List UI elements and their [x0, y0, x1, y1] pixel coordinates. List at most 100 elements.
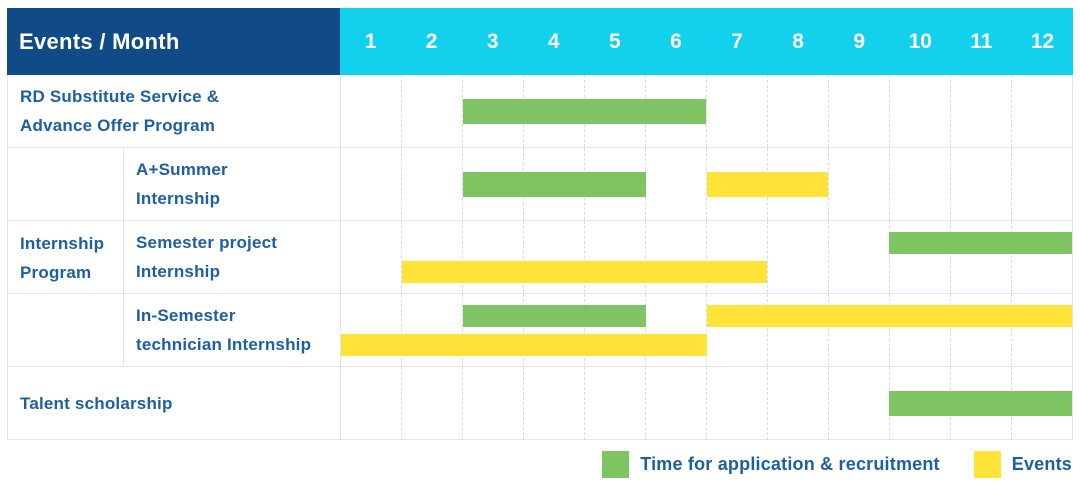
application-bar: [462, 172, 646, 197]
month-grid-cell: [524, 367, 585, 440]
month-grid-cell: [402, 75, 463, 147]
table-body: RD Substitute Service & Advance Offer Pro…: [7, 75, 1073, 440]
month-grid-cell: [646, 294, 707, 366]
month-grid-cell: [951, 75, 1012, 147]
month-grid-cell: [890, 294, 951, 366]
month-header-cell: 2: [425, 29, 438, 53]
row-months-semester-project-internship: [341, 221, 1072, 293]
table-header-row: Events / Month 1 2 3 4 5 6 7 8 9 10 11 12: [7, 8, 1073, 75]
month-header-cell: 3: [486, 29, 499, 53]
row-label-line: Semester project: [136, 233, 278, 252]
events-month-table: Events / Month 1 2 3 4 5 6 7 8 9 10 11 12 RD Substi…: [7, 8, 1073, 440]
row-semester-project-internship: Semester project Internship: [8, 221, 1072, 294]
row-months-in-semester-technician-internship: [341, 294, 1072, 366]
events-month-header-cell: Events / Month: [7, 8, 340, 75]
row-label-rd-substitute-service: RD Substitute Service & Advance Offer Pro…: [8, 75, 341, 147]
month-grid-cell: [951, 148, 1012, 220]
legend-item-application: Time for application & recruitment: [602, 451, 940, 478]
month-grid-cell: [524, 294, 585, 366]
row-in-semester-technician-internship: In-Semester technician Internship: [8, 294, 1072, 367]
month-header-cell: 11: [970, 29, 993, 53]
month-grid-cell: [829, 148, 890, 220]
month-grid-cell: [524, 221, 585, 293]
month-grid-cell: [646, 148, 707, 220]
month-header-row: 1 2 3 4 5 6 7 8 9 10 11 12: [340, 8, 1073, 75]
month-grid-cell: [768, 148, 829, 220]
month-header-cell: 12: [1030, 29, 1055, 53]
row-label-semester-project-internship: Semester project Internship: [124, 221, 341, 293]
month-grid-cell: [463, 221, 524, 293]
month-grid-cell: [951, 294, 1012, 366]
row-months-a-plus-summer-internship: [341, 148, 1072, 220]
month-grid-cell: [341, 221, 402, 293]
month-grid-cell: [341, 367, 402, 440]
month-grid-cell: [829, 75, 890, 147]
month-grid-cell: [768, 367, 829, 440]
legend-label: Time for application & recruitment: [640, 454, 940, 474]
month-grid-cell: [463, 367, 524, 440]
legend-swatch-green: [602, 451, 630, 478]
month-grid-cell: [646, 367, 707, 440]
event-bar: [706, 172, 829, 197]
month-grid-cell: [341, 148, 402, 220]
event-bar: [706, 305, 1072, 327]
month-grid-cell: [585, 367, 646, 440]
row-months-rd-substitute-service: [341, 75, 1072, 147]
month-grid-cell: [646, 221, 707, 293]
month-grid-cell: [829, 294, 890, 366]
month-header-cell: 1: [364, 29, 377, 53]
group-label-line: Internship: [20, 233, 105, 253]
month-grid-cell: [890, 148, 951, 220]
row-label-in-semester-technician-internship: In-Semester technician Internship: [124, 294, 341, 366]
month-grid-cell: [890, 221, 951, 293]
row-label-line: Internship: [136, 189, 221, 208]
month-grid-cell: [646, 75, 707, 147]
event-bar: [401, 261, 768, 283]
month-grid-cell: [463, 294, 524, 366]
month-header-cell: 6: [670, 29, 682, 53]
month-grid-cell: [829, 367, 890, 440]
row-label-line: Talent scholarship: [20, 394, 173, 413]
group-label-internship-program: Internship Program: [8, 148, 124, 367]
application-bar: [462, 99, 707, 124]
month-grid-cell: [341, 294, 402, 366]
row-label-line: technician Internship: [136, 335, 312, 354]
month-grid-cell: [951, 221, 1012, 293]
month-grid: [341, 221, 1072, 293]
month-grid-cell: [707, 75, 768, 147]
legend: Time for application & recruitment Events: [568, 451, 1072, 478]
row-label-talent-scholarship: Talent scholarship: [8, 367, 341, 440]
month-grid-cell: [707, 367, 768, 440]
month-grid-cell: [1012, 75, 1072, 147]
row-talent-scholarship: Talent scholarship: [8, 367, 1072, 440]
month-grid-cell: [402, 294, 463, 366]
month-header-cell: 8: [792, 29, 804, 53]
row-label-line: In-Semester: [136, 306, 236, 325]
row-label-line: A+Summer: [136, 160, 228, 179]
month-grid-cell: [768, 221, 829, 293]
month-grid-cell: [1012, 148, 1072, 220]
month-header-cell: 5: [609, 29, 621, 53]
month-grid-cell: [341, 75, 402, 147]
application-bar: [889, 391, 1072, 416]
legend-label: Events: [1011, 454, 1072, 474]
row-months-talent-scholarship: [341, 367, 1072, 440]
month-grid-cell: [402, 367, 463, 440]
legend-item-event: Events: [973, 451, 1072, 478]
row-label-line: Internship: [136, 262, 221, 281]
row-label-line: RD Substitute Service &: [20, 87, 220, 106]
row-label-line: Advance Offer Program: [20, 116, 216, 135]
month-grid-cell: [707, 294, 768, 366]
row-label-a-plus-summer-internship: A+Summer Internship: [124, 148, 341, 220]
month-header-cell: 4: [547, 29, 560, 53]
application-bar: [462, 305, 646, 327]
month-grid: [341, 75, 1072, 147]
month-grid-cell: [829, 221, 890, 293]
month-header-cell: 9: [853, 29, 865, 53]
month-grid-cell: [707, 221, 768, 293]
month-grid-cell: [768, 75, 829, 147]
application-bar: [889, 232, 1072, 254]
month-grid-cell: [585, 294, 646, 366]
month-header-cell: 10: [908, 29, 932, 53]
